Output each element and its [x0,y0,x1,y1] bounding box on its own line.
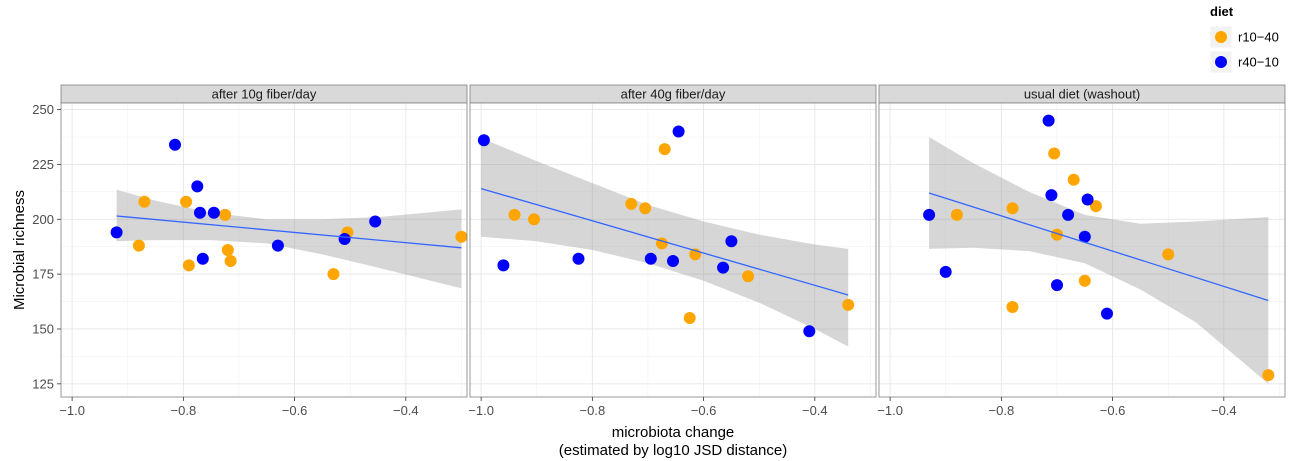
data-point-r10-40 [221,244,234,256]
legend-label: r40−10 [1238,55,1279,70]
x-tick-label: −1.0 [468,403,494,418]
data-point-r10-40 [950,208,963,221]
data-point-r40-10 [169,138,181,151]
data-point-r40-10 [1051,279,1063,292]
data-point-r10-40 [1262,369,1275,382]
legend-swatch [1215,31,1227,43]
x-axis-title-line-2: (estimated by log10 JSD distance) [559,442,787,459]
x-tick-label: −1.0 [59,403,85,418]
data-point-r40-10 [1042,114,1055,127]
data-point-r10-40 [1162,248,1175,261]
y-axis-title: Microbial richness [11,190,28,310]
panel-border [60,102,468,398]
data-point-r10-40 [138,195,151,208]
x-tick-label: −0.6 [1100,403,1126,418]
data-point-r10-40 [1078,274,1091,287]
panel-background [470,103,876,397]
data-point-r10-40 [327,268,340,281]
data-point-r10-40 [132,239,145,252]
x-tick-label: −0.4 [802,403,828,418]
facet-strip-label: usual diet (washout) [1024,87,1140,102]
data-point-r10-40 [528,213,540,226]
data-point-r10-40 [455,230,468,243]
data-point-r10-40 [1051,228,1063,241]
data-point-r10-40 [683,312,696,324]
x-tick-label: −0.4 [393,403,419,418]
regression-line [480,187,849,296]
confidence-band [929,137,1269,384]
panel-border [878,102,1286,398]
data-point-r40-10 [1101,307,1113,320]
y-tick-label: 250 [32,102,54,117]
data-point-r40-10 [672,125,685,138]
legend: diet r10−40 r40−10 [1209,4,1279,74]
data-point-r40-10 [667,255,679,267]
facet-strip-label: after 40g fiber/day [621,87,726,102]
data-point-r40-10 [803,325,816,338]
data-point-r40-10 [271,239,284,252]
data-point-r10-40 [182,259,195,272]
data-point-r40-10 [338,233,351,245]
y-tick-label: 150 [32,321,54,336]
x-tick-label: −0.6 [691,403,717,418]
x-axis-title-line-1: microbiota change [612,424,735,441]
x-tick-label: −0.8 [171,403,197,418]
data-point-r40-10 [477,134,490,147]
data-point-r10-40 [658,143,671,156]
data-point-r40-10 [923,208,936,221]
legend-swatch [1215,56,1227,68]
x-tick-label: −0.8 [989,403,1015,418]
data-point-r40-10 [191,180,204,193]
data-point-r40-10 [717,261,730,274]
panel-border [469,102,877,398]
legend-label: r10−40 [1238,30,1279,45]
data-point-r10-40 [1006,202,1019,215]
regression-line [928,192,1269,302]
data-point-r10-40 [1089,200,1102,213]
panel-background [61,103,467,397]
data-point-r40-10 [725,235,738,248]
data-point-r10-40 [180,195,193,208]
panel-background [879,103,1285,397]
data-point-r40-10 [369,215,382,228]
x-tick-label: −1.0 [877,403,903,418]
legend-title: diet [1210,4,1234,19]
data-point-r10-40 [1006,301,1019,313]
y-tick-label: 225 [32,157,54,172]
data-point-r10-40 [625,197,638,210]
facet-strip-label: after 10g fiber/day [212,87,317,102]
x-tick-label: −0.8 [580,403,606,418]
panel-1: after 10g fiber/day −1.0 −0.8 −0.6 −0.4 125 15… [32,84,468,418]
data-point-r40-10 [1062,208,1075,221]
x-tick-label: −0.6 [282,403,308,418]
panel-3: usual diet (washout) −1.0 −0.8 −0.6 −0.4 [877,84,1286,418]
data-point-r40-10 [207,206,220,219]
data-point-r40-10 [644,252,657,265]
y-tick-label: 200 [32,212,54,227]
data-point-r40-10 [196,252,209,265]
data-point-r40-10 [1078,230,1091,243]
data-point-r40-10 [110,226,123,239]
data-point-r40-10 [1045,189,1058,202]
data-point-r10-40 [639,202,652,215]
data-point-r40-10 [572,252,585,265]
x-tick-label: −0.4 [1211,403,1237,418]
regression-line [116,215,462,249]
data-point-r10-40 [1048,147,1061,160]
data-point-r10-40 [1067,173,1080,186]
data-point-r10-40 [224,255,237,267]
data-point-r40-10 [939,265,952,278]
data-point-r10-40 [842,298,855,311]
data-point-r10-40 [508,208,521,221]
data-point-r40-10 [194,206,206,219]
panel-2: after 40g fiber/day −1.0 −0.8 −0.6 −0.4 [468,84,877,418]
y-tick-label: 175 [32,267,54,282]
y-tick-label: 125 [32,376,54,391]
data-point-r10-40 [219,208,232,221]
data-point-r10-40 [742,270,755,283]
data-point-r40-10 [497,259,510,272]
data-point-r40-10 [1081,193,1094,206]
